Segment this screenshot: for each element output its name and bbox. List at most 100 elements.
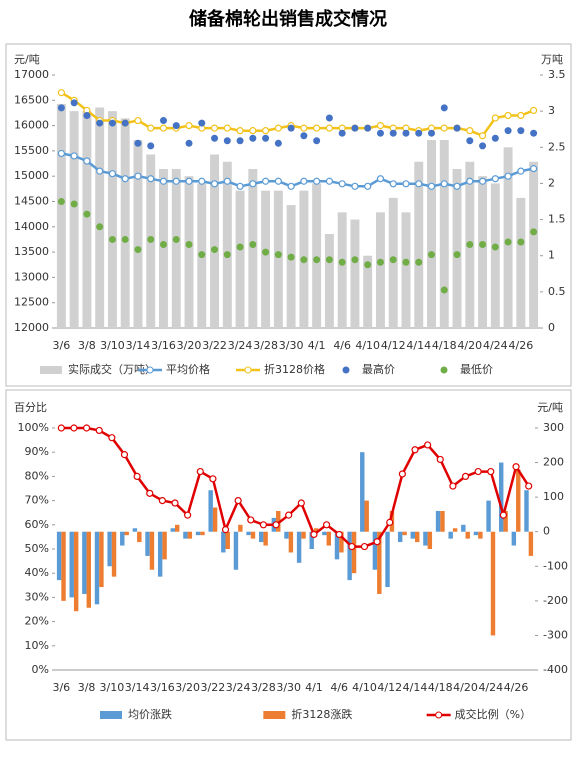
y-axis-title: 百分比 [14, 401, 47, 414]
y-tick-label: 20% [25, 615, 49, 628]
bar [499, 462, 504, 532]
bar [350, 219, 360, 328]
line-marker [147, 175, 155, 183]
y2-tick-label: 0 [548, 321, 555, 334]
y2-tick-label: 3 [548, 104, 555, 117]
x-tick-label: 4/18 [432, 339, 457, 352]
y2-tick-label: -300 [543, 628, 568, 641]
bar [397, 531, 403, 543]
y-tick-label: 60% [25, 518, 49, 531]
legend-swatch [146, 366, 154, 374]
dot [428, 129, 436, 137]
legend-swatch [440, 366, 448, 374]
dot [121, 119, 129, 127]
line [61, 426, 530, 548]
x-tick-label: 3/6 [53, 339, 71, 352]
bar [375, 212, 385, 328]
bar [448, 531, 453, 539]
bar [410, 531, 415, 539]
y2-tick-label: 0 [543, 525, 550, 538]
bar [363, 255, 373, 328]
x-tick-label: 3/30 [276, 681, 301, 694]
x-tick-label: 4/14 [403, 681, 428, 694]
bar [276, 510, 281, 532]
dot [313, 137, 321, 145]
dot [83, 111, 91, 119]
line-marker [466, 127, 474, 135]
bar [159, 168, 168, 328]
dot [338, 129, 346, 137]
dot [211, 134, 219, 142]
line-marker [427, 182, 436, 190]
line-marker [504, 172, 512, 180]
x-tick-label: 4/20 [457, 339, 482, 352]
x-tick-label: 4/12 [381, 339, 406, 352]
line-marker [351, 182, 359, 190]
dot [504, 238, 512, 246]
line-marker [120, 451, 129, 459]
bar [250, 531, 256, 539]
line-marker [172, 177, 180, 185]
dot [185, 139, 193, 147]
y2-tick-label: 1.5 [548, 213, 566, 226]
x-tick-label: 4/24 [483, 339, 508, 352]
bar [210, 154, 220, 328]
dot [287, 124, 295, 132]
bar [516, 197, 526, 328]
bar [124, 531, 129, 536]
line-marker [325, 177, 334, 185]
line-marker [517, 111, 525, 120]
dot [440, 104, 448, 112]
bar [235, 190, 245, 328]
line-marker [449, 482, 457, 490]
line-marker [184, 511, 192, 519]
bar [440, 510, 445, 532]
dot [376, 129, 384, 137]
bar [313, 528, 319, 532]
dot [121, 235, 129, 243]
x-tick-label: 4/10 [352, 681, 377, 694]
bar [263, 531, 268, 546]
y2-tick-label: 2.5 [548, 140, 566, 153]
bar [347, 531, 352, 581]
x-tick-label: 3/28 [253, 339, 278, 352]
bar [238, 524, 243, 532]
line-marker [236, 182, 244, 190]
bar [73, 531, 79, 612]
line-marker [373, 538, 381, 546]
bar [427, 531, 433, 549]
bar [516, 469, 521, 532]
bar [322, 531, 327, 536]
dot [134, 246, 142, 254]
bar [296, 531, 302, 563]
dot [440, 286, 448, 294]
dot [96, 119, 104, 127]
bar [82, 111, 92, 329]
x-tick-label: 3/14 [125, 681, 150, 694]
line-marker [57, 89, 65, 97]
line-marker [261, 127, 270, 135]
x-tick-label: 3/10 [99, 681, 124, 694]
bar [423, 531, 428, 546]
y-tick-label: 15500 [14, 144, 49, 157]
bar [259, 531, 264, 543]
y2-axis-title: 元/吨 [537, 401, 563, 414]
bar [82, 531, 87, 594]
line-marker [398, 470, 406, 478]
dot [300, 132, 308, 140]
bar [195, 531, 201, 536]
bar [221, 531, 226, 553]
bar [212, 507, 218, 532]
dot [491, 134, 499, 142]
dot [466, 137, 474, 145]
y-tick-label: 10% [25, 639, 49, 652]
x-tick-label: 4/20 [453, 681, 478, 694]
line-marker [285, 511, 293, 519]
bar [233, 531, 239, 570]
y-tick-label: 100% [18, 421, 49, 434]
line-marker [223, 177, 231, 185]
x-tick-label: 4/18 [428, 681, 453, 694]
bar [107, 111, 117, 329]
bar [286, 205, 296, 328]
dot [453, 251, 461, 259]
